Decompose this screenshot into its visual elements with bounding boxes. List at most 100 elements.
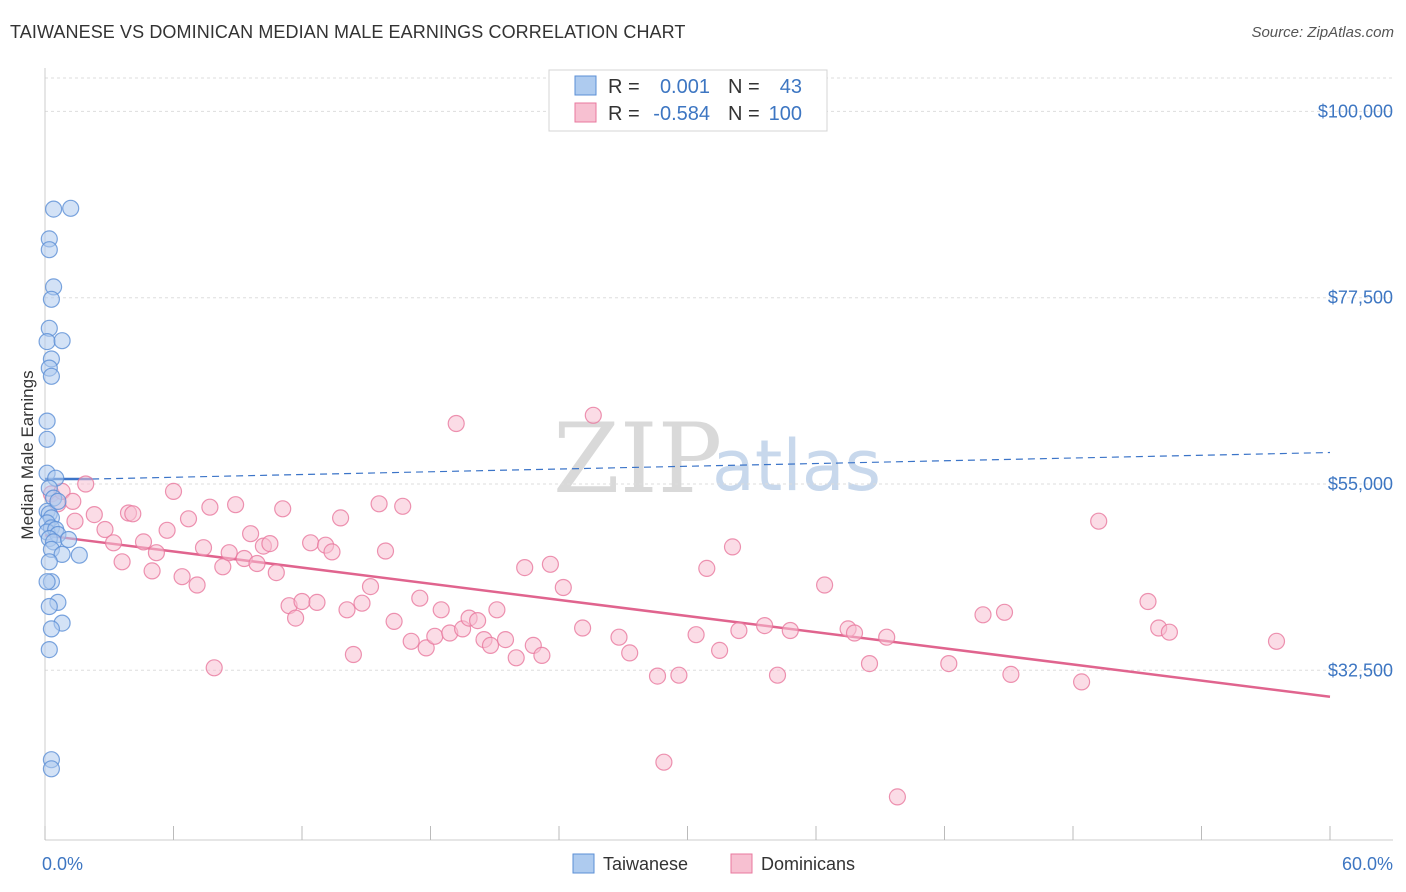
dominican-point	[274, 500, 292, 518]
dominican-point	[417, 639, 435, 657]
dominican-point	[888, 788, 907, 806]
dominican-point	[488, 601, 506, 619]
taiwanese-point	[42, 760, 61, 778]
taiwanese-point	[42, 290, 61, 308]
y-tick-label: $100,000	[1318, 101, 1393, 121]
dominican-point	[143, 562, 161, 580]
x-tick-label-end: 60.0%	[1342, 854, 1393, 874]
watermark-atlas: atlas	[712, 425, 881, 507]
dominican-point	[323, 543, 341, 561]
bottom-legend-swatch-taiwanese	[572, 853, 595, 874]
dominican-point	[723, 538, 742, 556]
dominican-point	[845, 624, 864, 642]
dominican-point	[96, 520, 114, 539]
dominican-point	[655, 753, 673, 771]
dominican-point	[332, 509, 350, 527]
watermark: ZIP atlas	[553, 403, 881, 515]
dominican-point	[227, 496, 245, 514]
chart-title: TAIWANESE VS DOMINICAN MEDIAN MALE EARNI…	[10, 22, 686, 42]
dominican-point	[940, 654, 958, 673]
taiwanese-point	[53, 545, 71, 564]
dominican-point	[338, 601, 356, 619]
dominican-point	[353, 594, 371, 612]
dominican-point	[670, 666, 688, 684]
dominican-point	[205, 659, 223, 677]
dominican-point	[77, 475, 95, 493]
dominican-point	[385, 612, 403, 631]
legend-swatch-taiwanese	[574, 75, 597, 96]
dominican-point	[267, 563, 285, 582]
dominican-point	[308, 593, 326, 612]
y-tick-labels: $100,000 $77,500 $55,000 $32,500	[1318, 101, 1393, 680]
dominican-point	[878, 628, 896, 646]
dominican-point	[533, 646, 551, 665]
watermark-zip: ZIP	[553, 403, 722, 515]
dominican-point	[496, 630, 515, 649]
dominican-point	[1267, 632, 1286, 650]
dominican-point	[432, 601, 450, 619]
source-label: Source: ZipAtlas.com	[1251, 24, 1394, 41]
y-axis-title: Median Male Earnings	[18, 370, 37, 539]
dominican-point	[66, 512, 84, 530]
dominican-point	[164, 482, 183, 500]
legend-n-value-1: 43	[780, 76, 802, 98]
dominican-point	[113, 553, 131, 571]
dominican-point	[344, 645, 362, 664]
dominican-point	[188, 576, 206, 594]
dominican-point	[64, 492, 82, 510]
dominican-point	[621, 644, 639, 662]
taiwanese-point	[40, 597, 58, 616]
dominican-point	[287, 609, 305, 627]
legend-swatch-dominicans	[574, 102, 597, 123]
taiwanese-point	[44, 200, 63, 218]
dominican-point	[302, 534, 320, 552]
dominican-point	[426, 627, 444, 645]
dominican-point	[370, 495, 388, 513]
legend-r-value-2: -0.584	[653, 103, 710, 125]
dominican-point	[1072, 673, 1091, 691]
dominican-point	[214, 558, 232, 576]
taiwanese-point	[62, 199, 80, 217]
dominican-point	[411, 589, 429, 607]
dominican-point	[194, 539, 213, 557]
dominican-point	[248, 554, 266, 573]
legend-r-value-1: 0.001	[660, 76, 710, 98]
dominican-point	[573, 619, 592, 637]
dominican-point	[394, 497, 412, 515]
dominican-point	[402, 632, 420, 650]
dominican-point	[507, 649, 525, 667]
legend-r-label-2: R =	[608, 103, 640, 125]
taiwanese-point	[42, 367, 61, 385]
dominican-point	[815, 576, 834, 594]
dominican-point	[755, 616, 774, 635]
dominican-point	[261, 534, 279, 553]
dominican-point	[710, 641, 729, 660]
taiwanese-point	[59, 530, 78, 549]
dominican-point	[1090, 512, 1108, 530]
dominican-point	[687, 626, 705, 644]
dominican-point	[293, 592, 311, 611]
dominican-point	[768, 666, 787, 684]
dominican-point	[147, 544, 165, 562]
axes	[44, 68, 1393, 841]
taiwanese-point	[42, 620, 61, 638]
bottom-legend-dominicans: Dominicans	[761, 854, 855, 874]
taiwanese-point	[70, 546, 88, 564]
legend-r-label-1: R =	[608, 76, 640, 98]
dominican-point	[220, 544, 238, 562]
dominican-point	[1160, 623, 1179, 641]
correlation-legend: R = 0.001 N = 43 R = -0.584 N = 100	[548, 69, 828, 132]
dominican-point	[376, 542, 395, 560]
dominican-point	[541, 555, 560, 573]
dominican-point	[554, 578, 572, 597]
dominican-point	[201, 498, 219, 516]
dominican-point	[974, 606, 992, 624]
dominican-point	[1139, 592, 1157, 611]
taiwanese-point	[38, 412, 56, 430]
dominican-point	[447, 414, 465, 433]
gridlines	[45, 77, 1393, 671]
dominican-point	[610, 628, 628, 646]
x-tick-label-start: 0.0%	[42, 854, 83, 874]
data-points	[38, 199, 1286, 806]
